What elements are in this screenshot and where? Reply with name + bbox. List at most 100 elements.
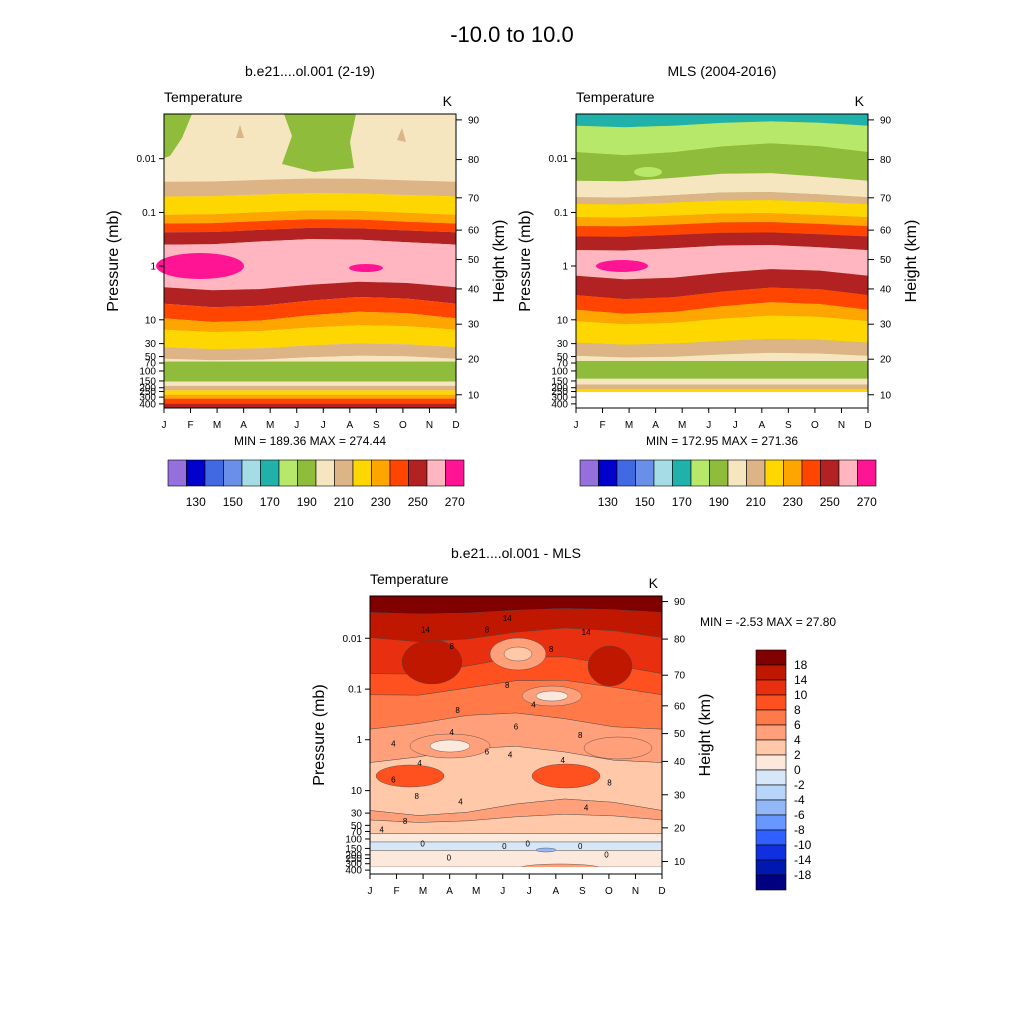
pressure-tick-label: 300	[345, 859, 362, 870]
contour-band	[576, 222, 868, 237]
colorbar-label: 2	[794, 748, 801, 762]
contour-band	[576, 173, 868, 198]
height-tick-label: 60	[880, 226, 892, 237]
colorbar-swatch	[755, 724, 787, 741]
pressure-tick-label: 100	[551, 366, 568, 377]
colorbar-swatch	[690, 459, 710, 487]
colorbar-swatch	[616, 459, 636, 487]
pressure-tick-label: 70	[145, 359, 157, 370]
colorbar-swatch	[598, 459, 618, 487]
contour-label: 4	[584, 803, 589, 812]
y-axis-title-left: Pressure (mb)	[517, 210, 534, 311]
plot-frame	[575, 113, 869, 409]
panel-title: MLS (2004-2016)	[668, 63, 777, 79]
pressure-tick-label: 50	[351, 821, 363, 832]
y-axis-title-left: Pressure (mb)	[105, 210, 122, 311]
colorbar-label: 230	[783, 495, 803, 509]
colorbar-swatch	[389, 459, 409, 487]
pressure-tick-label: 50	[145, 352, 157, 363]
panels-group: b.e21....ol.001 (2-19)Temperature K0.010.…	[105, 63, 920, 897]
pressure-tick-label: 200	[139, 383, 156, 394]
contour-label: 8	[403, 817, 408, 826]
contour-feature	[535, 690, 569, 702]
height-tick-label: 10	[880, 390, 892, 401]
contour-blob	[397, 128, 406, 142]
height-tick-label: 80	[468, 155, 480, 166]
contour-label: 8	[455, 706, 460, 715]
pressure-tick-label: 150	[139, 376, 156, 387]
contour-label: 8	[414, 792, 419, 801]
contour-band	[164, 239, 456, 291]
month-tick-label: A	[346, 420, 353, 431]
colorbar: 130 150 170 190 210 230 250 270	[579, 459, 877, 509]
height-tick-label: 50	[880, 255, 892, 266]
units-label: K	[443, 93, 453, 109]
min-max-text: MIN = 189.36 MAX = 274.44	[234, 434, 386, 448]
month-tick-label: D	[864, 420, 871, 431]
colorbar-label: 210	[334, 495, 354, 509]
contour-band	[576, 192, 868, 205]
contour-max-region	[156, 253, 244, 279]
height-tick-label: 70	[674, 671, 686, 682]
contour-band	[164, 325, 456, 350]
colorbar-swatch	[746, 459, 766, 487]
height-tick-label: 60	[468, 226, 480, 237]
colorbar-swatch	[755, 874, 787, 891]
height-tick-label: 90	[674, 597, 686, 608]
height-tick-label: 70	[880, 193, 892, 204]
pressure-tick-label: 50	[557, 352, 569, 363]
colorbar-swatch	[278, 459, 298, 487]
colorbar-label: -4	[794, 793, 805, 807]
contour-label: 4	[508, 750, 513, 759]
y-axis-title-right: Height (km)	[697, 694, 714, 777]
colorbar-label: 8	[794, 703, 801, 717]
month-tick-label: S	[785, 420, 792, 431]
panel-1: b.e21....ol.001 (2-19)Temperature K 0.01 0.…	[105, 63, 508, 509]
contour-band	[164, 227, 456, 245]
contour-label: 0	[604, 851, 609, 860]
colorbar-swatch	[167, 459, 187, 487]
y-axis-title-right: Height (km)	[903, 220, 920, 303]
colorbar-label: 0	[794, 763, 801, 777]
colorbar-label: -6	[794, 808, 805, 822]
month-tick-label: J	[574, 420, 579, 431]
contour-label: 6	[485, 748, 490, 757]
colorbar-label: 270	[445, 495, 465, 509]
height-tick-label: 60	[674, 701, 686, 712]
colorbar-label: 270	[857, 495, 877, 509]
pressure-tick-label: 300	[551, 393, 568, 404]
height-tick-label: 20	[880, 355, 892, 366]
colorbar-label: -2	[794, 778, 805, 792]
contour-band	[164, 361, 456, 364]
colorbar-swatch	[755, 829, 787, 846]
colorbar-label: 150	[635, 495, 655, 509]
month-tick-label: N	[632, 886, 639, 897]
height-tick-label: 90	[880, 115, 892, 126]
colorbar-label: 18	[794, 658, 808, 672]
contour-band	[576, 287, 868, 314]
panel-title: b.e21....ol.001 - MLS	[451, 545, 581, 561]
colorbar-swatch	[755, 739, 787, 756]
month-tick-label: F	[393, 886, 399, 897]
contour-max-region	[596, 260, 648, 272]
contour-label: 0	[420, 839, 425, 848]
month-tick-label: F	[187, 420, 193, 431]
colorbar-swatch	[297, 459, 317, 487]
month-tick-label: O	[811, 420, 819, 431]
pressure-tick-label: 30	[557, 339, 569, 350]
month-tick-label: A	[240, 420, 247, 431]
month-tick-label: S	[373, 420, 380, 431]
colorbar-swatch	[764, 459, 784, 487]
colorbar-label: 250	[820, 495, 840, 509]
pressure-tick-label: 100	[139, 366, 156, 377]
contour-band	[369, 850, 663, 868]
contour-label: 0	[447, 853, 452, 862]
pressure-tick-label: 30	[351, 809, 363, 820]
colorbar: 130 150 170 190 210 230 250 270	[167, 459, 465, 509]
colorbar-swatch	[755, 649, 787, 666]
colorbar-label: 10	[794, 688, 808, 702]
colorbar-swatch	[755, 679, 787, 696]
colorbar-swatch	[857, 459, 877, 487]
contour-band	[164, 385, 456, 391]
